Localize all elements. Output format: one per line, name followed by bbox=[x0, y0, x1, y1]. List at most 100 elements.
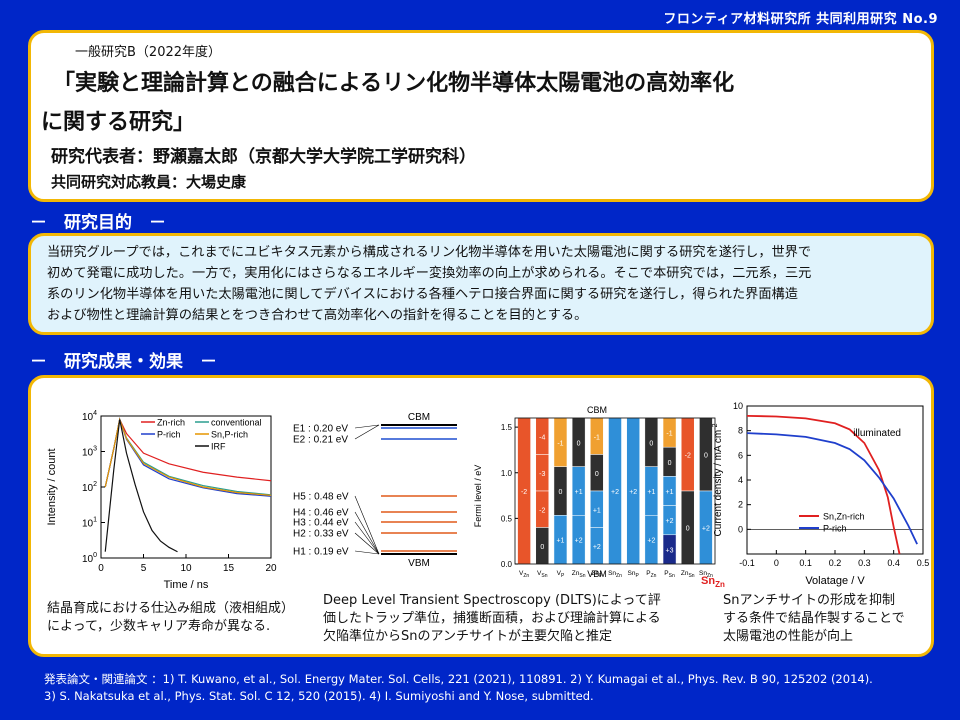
highlight-label: SnZn bbox=[701, 575, 725, 588]
x-tick-label: 0 bbox=[774, 558, 779, 568]
charge-state-label: 0 bbox=[540, 544, 544, 551]
y-axis-label: Intensity / count bbox=[46, 448, 58, 525]
trap-level-label: E2 : 0.21 eV bbox=[293, 435, 348, 446]
charge-state-label: +1 bbox=[666, 489, 674, 496]
reference-line: 3) S. Nakatsuka et al., Phys. Stat. Sol.… bbox=[44, 689, 594, 703]
charge-state-label: +1 bbox=[575, 489, 583, 496]
y-tick-label: 101 bbox=[82, 517, 97, 530]
caption-line: する条件で結晶作製することで bbox=[723, 611, 905, 626]
trpl-decay-chart: 0 5 10 15 20 100 101 102 103 104 Zn-rich conventio… bbox=[46, 410, 277, 591]
caption-trpl: 結晶育成における仕込み組成（液相組成） によって，少数キャリア寿命が異なる. bbox=[47, 600, 294, 636]
project-title-line1: 「実験と理論計算との融合によるリン化物半導体太陽電池の高効率化 bbox=[53, 71, 735, 96]
purpose-line: 系のリン化物半導体を用いた太陽電池に関してデバイスにおける各種ヘテロ接合界面に関… bbox=[47, 287, 798, 302]
category-label: ZnP bbox=[591, 570, 603, 579]
trap-leader-line bbox=[354, 521, 380, 555]
charge-state-label: 0 bbox=[704, 453, 708, 460]
cbm-label: CBM bbox=[408, 412, 430, 423]
header-label: フロンティア材料研究所 共同利用研究 No.9 bbox=[663, 12, 938, 27]
purpose-line: および物性と理論計算の結果とをつき合わせて高効率化への指針を得ることを目的とする… bbox=[47, 308, 588, 323]
trap-level-label: E1 : 0.20 eV bbox=[293, 424, 348, 435]
x-tick-label: 5 bbox=[141, 563, 147, 574]
purpose-text: 当研究グループでは，これまでにユビキタス元素から構成されるリン化物半導体を用いた… bbox=[47, 242, 923, 326]
legend-label: IRF bbox=[211, 442, 226, 452]
trap-leader-line bbox=[354, 424, 380, 440]
y-tick-label: 8 bbox=[738, 426, 743, 436]
y-tick-label: 100 bbox=[82, 552, 97, 565]
legend-label: Sn,P-rich bbox=[211, 430, 248, 440]
charge-state-label: +3 bbox=[666, 547, 674, 554]
y-tick-label: 1.0 bbox=[501, 469, 513, 478]
series-line-IRF bbox=[104, 419, 178, 553]
research-category: 一般研究B（2022年度） bbox=[75, 45, 222, 60]
y-tick-label: 4 bbox=[738, 475, 743, 485]
charge-state-label: +2 bbox=[575, 538, 583, 545]
x-tick-label: 20 bbox=[265, 563, 277, 574]
charge-state-label: +1 bbox=[593, 507, 601, 514]
principal-investigator: 研究代表者：野瀬嘉太郎（京都大学大学院工学研究科） bbox=[51, 147, 476, 167]
charge-state-label: -4 bbox=[539, 434, 545, 441]
caption-line: 欠陥準位からSnのアンチサイトが主要欠陥と推定 bbox=[323, 629, 612, 644]
y-tick-label: 103 bbox=[82, 446, 97, 459]
caption-line: Deep Level Transient Spectroscopy (DLTS)… bbox=[323, 593, 661, 608]
x-tick-label: 0.1 bbox=[799, 558, 812, 568]
results-heading: － 研究成果・効果 － bbox=[30, 352, 217, 372]
vbm-label: VBM bbox=[408, 558, 430, 569]
plot-frame bbox=[514, 417, 716, 565]
series-line-P-rich bbox=[746, 432, 918, 545]
category-label: PSn bbox=[664, 570, 675, 579]
legend-label: Sn,Zn-rich bbox=[823, 512, 865, 522]
x-axis-label: Volatage / V bbox=[805, 575, 865, 587]
y-tick-label: 0.0 bbox=[501, 560, 513, 569]
category-label: VP bbox=[557, 570, 565, 579]
trap-level-label: H4 : 0.46 eV bbox=[293, 508, 349, 519]
x-tick-label: 0.3 bbox=[858, 558, 871, 568]
trap-level-label: H3 : 0.44 eV bbox=[293, 518, 349, 529]
title-panel: 一般研究B（2022年度） 「実験と理論計算との融合によるリン化物半導体太陽電池… bbox=[28, 30, 934, 202]
charge-state-label: -1 bbox=[594, 434, 600, 441]
charge-state-label: 0 bbox=[668, 460, 672, 467]
category-label: SnZn bbox=[608, 570, 622, 579]
highlight-main: Sn bbox=[701, 575, 715, 587]
x-tick-label: 0.5 bbox=[917, 558, 930, 568]
x-tick-label: 15 bbox=[223, 563, 235, 574]
purpose-heading: － 研究目的 － bbox=[30, 213, 166, 233]
charge-state-label: -1 bbox=[557, 440, 563, 447]
series-line-Sn,Zn-rich bbox=[746, 414, 901, 555]
charge-state-label: +1 bbox=[647, 489, 655, 496]
x-tick-label: 0.2 bbox=[829, 558, 842, 568]
caption-line: Snアンチサイトの形成を抑制 bbox=[723, 593, 895, 608]
trap-leader-line bbox=[354, 511, 380, 555]
x-axis-label: Time / ns bbox=[164, 579, 209, 591]
y-tick-label: 6 bbox=[738, 450, 743, 460]
charge-state-label: 0 bbox=[649, 440, 653, 447]
defect-transition-chart: CBM VBM Fermi level / eV -2 -4 -3 -2 0 -1 0 +1 0… bbox=[473, 405, 725, 588]
vbm-label: VBM bbox=[587, 569, 607, 579]
charge-state-label: 0 bbox=[686, 526, 690, 533]
y-axis-label: Fermi level / eV bbox=[473, 465, 483, 528]
trap-level-label: H5 : 0.48 eV bbox=[293, 492, 349, 503]
legend-label: P-rich bbox=[823, 524, 847, 534]
collaborating-staff: 共同研究対応教員：大場史康 bbox=[51, 173, 247, 191]
x-tick-label: 0 bbox=[98, 563, 104, 574]
category-label: SnP bbox=[628, 570, 640, 579]
charge-state-label: 0 bbox=[559, 489, 563, 496]
charge-state-label: +2 bbox=[666, 518, 674, 525]
legend-label: Zn-rich bbox=[157, 418, 185, 428]
caption-line: 価したトラップ準位，捕獲断面積，および理論計算による bbox=[323, 611, 661, 626]
category-label: ZnSn bbox=[572, 570, 586, 579]
y-tick-label: 10 bbox=[733, 401, 743, 411]
charge-state-label: -3 bbox=[539, 471, 545, 478]
charge-state-label: -2 bbox=[521, 489, 527, 496]
y-axis-label: Current density / mA cm-2 bbox=[712, 423, 724, 536]
category-label: VZn bbox=[519, 570, 529, 579]
trap-level-label: H1 : 0.19 eV bbox=[293, 547, 349, 558]
caption-dlts: Deep Level Transient Spectroscopy (DLTS)… bbox=[323, 592, 661, 646]
purpose-line: 初めて発電に成功した。一方で，実用化にはさらなるエネルギー変換効率の向上が求めら… bbox=[47, 266, 812, 281]
trap-level-label: H2 : 0.33 eV bbox=[293, 529, 349, 540]
category-label: ZnSn bbox=[681, 570, 695, 579]
reference-line: 発表論文・関連論文 ：1) T. Kuwano, et al., Sol. En… bbox=[44, 672, 873, 686]
charge-state-label: +2 bbox=[702, 526, 710, 533]
x-tick-label: 0.4 bbox=[887, 558, 900, 568]
